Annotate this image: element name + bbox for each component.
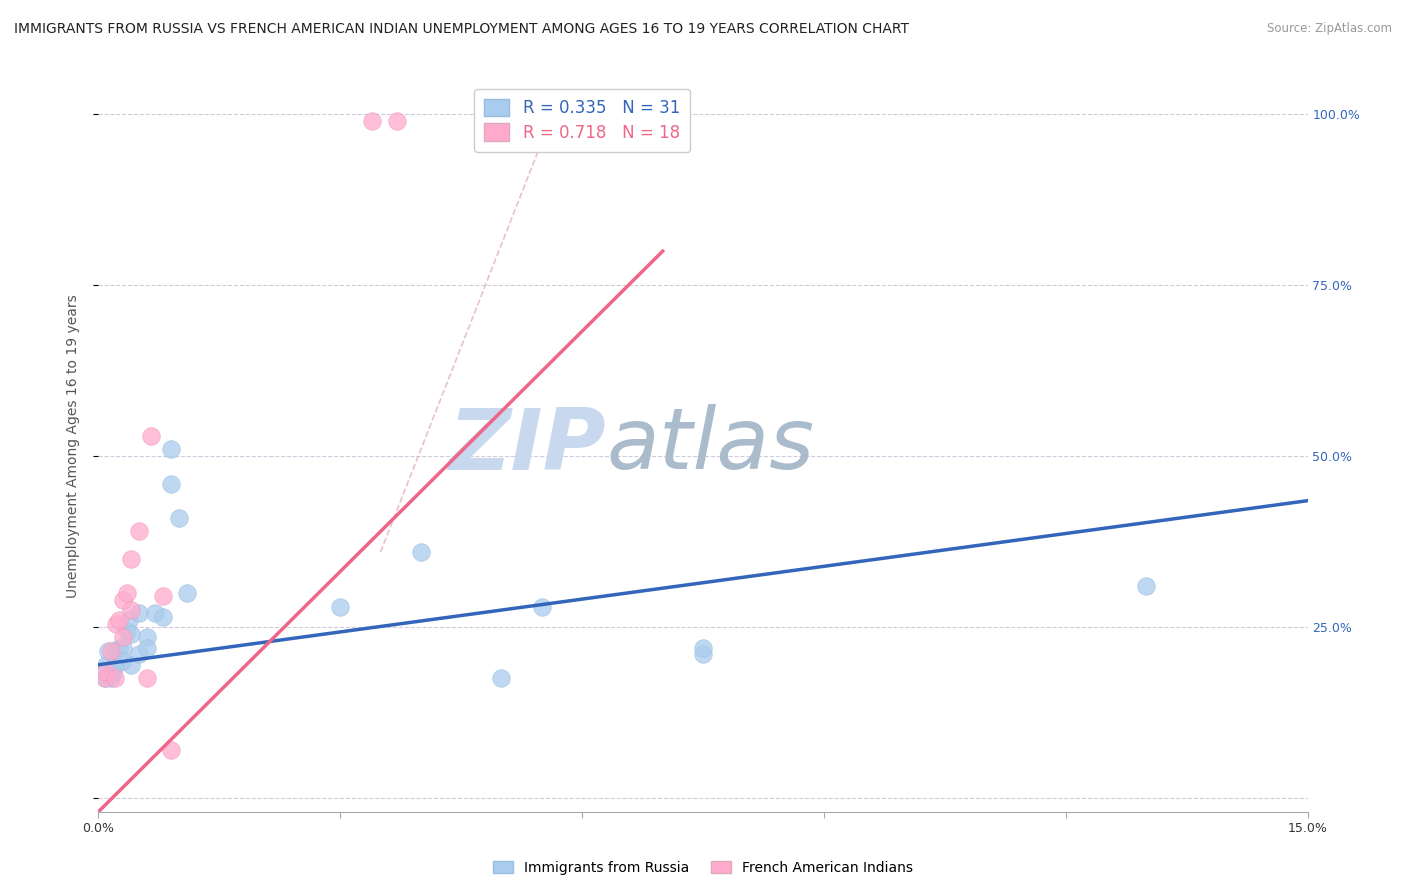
Point — [120, 657, 142, 672]
Point — [167, 510, 190, 524]
Point — [692, 640, 714, 655]
Point — [128, 607, 150, 621]
Legend: R = 0.335   N = 31, R = 0.718   N = 18: R = 0.335 N = 31, R = 0.718 N = 18 — [474, 88, 690, 152]
Text: atlas: atlas — [606, 404, 814, 488]
Point — [530, 599, 553, 614]
Text: IMMIGRANTS FROM RUSSIA VS FRENCH AMERICAN INDIAN UNEMPLOYMENT AMONG AGES 16 TO 1: IMMIGRANTS FROM RUSSIA VS FRENCH AMERICA… — [14, 22, 910, 37]
Point — [107, 613, 129, 627]
Point — [111, 654, 134, 668]
Point — [103, 644, 125, 658]
Point — [101, 665, 124, 679]
Point — [409, 545, 432, 559]
Point — [152, 610, 174, 624]
Point — [143, 607, 166, 621]
Point — [160, 743, 183, 757]
Point — [361, 114, 384, 128]
Point — [160, 442, 183, 457]
Point — [115, 624, 138, 638]
Point — [94, 672, 117, 686]
Point — [96, 657, 118, 672]
Point — [491, 672, 513, 686]
Point — [105, 616, 128, 631]
Point — [96, 665, 118, 679]
Point — [111, 592, 134, 607]
Point — [692, 648, 714, 662]
Point — [152, 590, 174, 604]
Point — [128, 648, 150, 662]
Point — [135, 631, 157, 645]
Y-axis label: Unemployment Among Ages 16 to 19 years: Unemployment Among Ages 16 to 19 years — [66, 294, 80, 598]
Point — [115, 586, 138, 600]
Point — [135, 640, 157, 655]
Point — [120, 551, 142, 566]
Point — [120, 603, 142, 617]
Point — [135, 672, 157, 686]
Point — [100, 672, 122, 686]
Point — [128, 524, 150, 539]
Point — [329, 599, 352, 614]
Point — [100, 644, 122, 658]
Point — [94, 672, 117, 686]
Point — [111, 640, 134, 655]
Text: ZIP: ZIP — [449, 404, 606, 488]
Point — [120, 627, 142, 641]
Point — [139, 429, 162, 443]
Point — [385, 114, 408, 128]
Point — [1135, 579, 1157, 593]
Point — [176, 586, 198, 600]
Point — [97, 644, 120, 658]
Point — [111, 631, 134, 645]
Point — [107, 640, 129, 655]
Point — [118, 613, 141, 627]
Text: Source: ZipAtlas.com: Source: ZipAtlas.com — [1267, 22, 1392, 36]
Point — [103, 657, 125, 672]
Point — [103, 672, 125, 686]
Legend: Immigrants from Russia, French American Indians: Immigrants from Russia, French American … — [486, 855, 920, 880]
Point — [160, 476, 183, 491]
